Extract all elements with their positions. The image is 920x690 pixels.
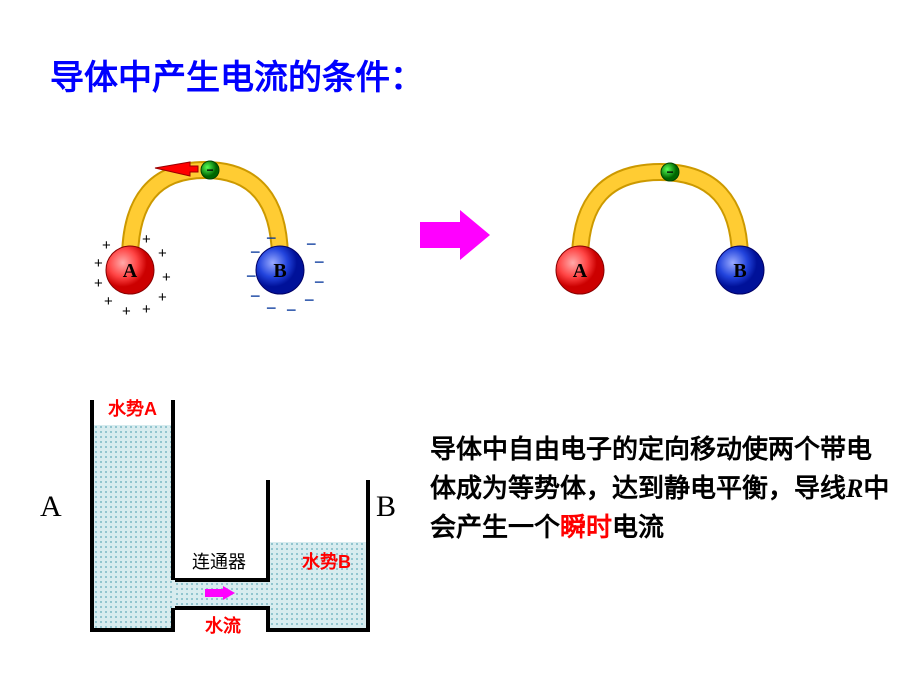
- svg-text:+: +: [122, 303, 131, 320]
- right-circuit-svg: − A B: [510, 150, 820, 350]
- water-flow-label: 水流: [205, 612, 241, 638]
- water-analogy-diagram: 水势A 连通器 水势B 水流: [50, 380, 400, 660]
- circuit-diagram-row: − A + + + + + + + + + + B − − − − − − − …: [50, 150, 870, 350]
- explanation-text: 导体中自由电子的定向移动使两个带电体成为等势体，达到静电平衡，导线R中会产生一个…: [430, 430, 890, 547]
- svg-text:−: −: [266, 228, 277, 248]
- svg-text:+: +: [158, 245, 167, 262]
- page-title: 导体中产生电流的条件：: [50, 50, 424, 99]
- r-symbol: R: [846, 474, 863, 503]
- water-potential-b-label: 水势B: [302, 548, 351, 574]
- svg-text:B: B: [733, 260, 746, 282]
- svg-text:−: −: [246, 266, 257, 286]
- connector-label: 连通器: [192, 548, 246, 574]
- svg-text:A: A: [573, 260, 588, 282]
- svg-text:+: +: [142, 231, 151, 248]
- svg-text:+: +: [94, 255, 103, 272]
- svg-text:−: −: [250, 242, 261, 262]
- svg-text:−: −: [314, 272, 325, 292]
- svg-text:+: +: [158, 289, 167, 306]
- svg-text:−: −: [666, 165, 673, 179]
- water-flow-arrow-icon: [205, 586, 235, 600]
- body-line1: 导体中自由电子的定向移动使两个带电体成为等势体，达到静电平衡，导线: [430, 434, 872, 503]
- svg-text:−: −: [306, 234, 317, 254]
- svg-text:+: +: [104, 293, 113, 310]
- svg-text:B: B: [273, 260, 286, 282]
- svg-text:+: +: [142, 301, 151, 318]
- body-line2b: 电流: [612, 512, 664, 542]
- svg-text:−: −: [206, 163, 213, 177]
- svg-text:−: −: [286, 300, 297, 320]
- left-circuit-svg: − A + + + + + + + + + + B − − − − − − − …: [50, 150, 360, 350]
- transition-arrow-icon: [420, 210, 490, 260]
- water-potential-a-label: 水势A: [108, 395, 157, 421]
- svg-text:+: +: [94, 275, 103, 292]
- svg-text:−: −: [304, 290, 315, 310]
- svg-text:A: A: [123, 260, 138, 282]
- svg-text:+: +: [102, 237, 111, 254]
- highlight-text: 瞬时: [560, 512, 612, 542]
- svg-text:−: −: [266, 298, 277, 318]
- svg-text:−: −: [250, 286, 261, 306]
- svg-text:+: +: [162, 269, 171, 286]
- svg-text:−: −: [314, 252, 325, 272]
